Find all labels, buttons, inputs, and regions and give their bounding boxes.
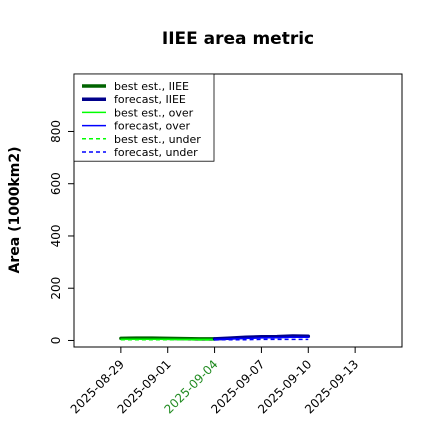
legend-label: forecast, over: [114, 120, 190, 133]
y-axis-label: Area (1000km2): [7, 147, 23, 274]
series-line: [215, 339, 309, 340]
series-layer: [121, 336, 308, 340]
y-tick-label: 400: [49, 225, 63, 248]
y-axis: 0 200 400 600 800: [49, 120, 74, 344]
legend-label: best est., IIEE: [114, 80, 189, 93]
y-tick-label: 200: [49, 277, 63, 300]
legend-label: forecast, IIEE: [114, 93, 186, 106]
y-tick-label: 0: [49, 337, 63, 345]
legend-label: best est., under: [114, 133, 201, 146]
legend-label: forecast, under: [114, 146, 198, 159]
chart-title: IIEE area metric: [162, 29, 314, 49]
legend-label: best est., over: [114, 106, 194, 119]
x-axis: 2025-08-292025-09-012025-09-042025-09-07…: [68, 347, 362, 416]
y-tick-label: 800: [49, 120, 63, 143]
y-tick-label: 600: [49, 172, 63, 195]
